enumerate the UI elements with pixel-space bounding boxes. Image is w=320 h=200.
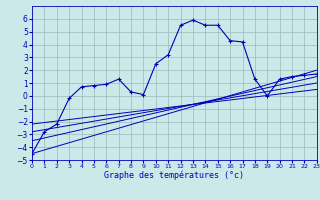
X-axis label: Graphe des températures (°c): Graphe des températures (°c): [104, 171, 244, 180]
